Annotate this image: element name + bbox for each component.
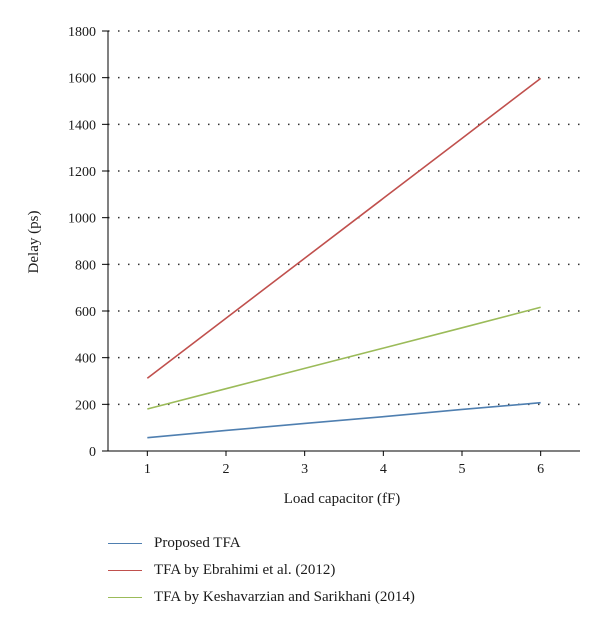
axes (102, 30, 580, 456)
series-line (147, 306, 541, 410)
tick-labels: 0 200 400 600 800 1000 1200 1400 1600 1800 1 2 3 4 5 6 (68, 25, 544, 477)
y-tick-label: 1200 (68, 165, 96, 180)
legend-item: TFA by Ebrahimi et al. (2012) (108, 557, 415, 584)
x-tick-label: 5 (459, 462, 466, 477)
y-tick-label: 1800 (68, 25, 96, 40)
y-tick-label: 1000 (68, 212, 96, 227)
y-tick-label: 600 (75, 305, 96, 320)
series-line (147, 401, 541, 439)
y-axis-title: Delay (ps) (26, 211, 42, 274)
x-tick-label: 3 (301, 462, 308, 477)
y-tick-label: 1400 (68, 118, 96, 133)
x-axis-title: Load capacitor (fF) (284, 491, 401, 507)
legend: Proposed TFA TFA by Ebrahimi et al. (201… (108, 530, 415, 611)
legend-swatch (108, 543, 142, 544)
y-tick-label: 200 (75, 398, 96, 413)
y-tick-label: 1600 (68, 72, 96, 87)
legend-swatch (108, 570, 142, 571)
series-line (146, 77, 542, 379)
legend-item: TFA by Keshavarzian and Sarikhani (2014) (108, 584, 415, 611)
series-lines (146, 77, 542, 439)
y-tick-label: 0 (89, 445, 96, 460)
legend-label: TFA by Keshavarzian and Sarikhani (2014) (154, 589, 415, 605)
y-tick-label: 800 (75, 258, 96, 273)
y-tick-label: 400 (75, 352, 96, 367)
legend-item: Proposed TFA (108, 530, 415, 557)
x-tick-label: 4 (380, 462, 387, 477)
legend-label: TFA by Ebrahimi et al. (2012) (154, 562, 336, 578)
x-tick-label: 6 (537, 462, 544, 477)
legend-swatch (108, 597, 142, 598)
grid-lines (108, 30, 580, 406)
x-tick-label: 2 (223, 462, 230, 477)
x-tick-label: 1 (144, 462, 151, 477)
legend-label: Proposed TFA (154, 535, 241, 551)
